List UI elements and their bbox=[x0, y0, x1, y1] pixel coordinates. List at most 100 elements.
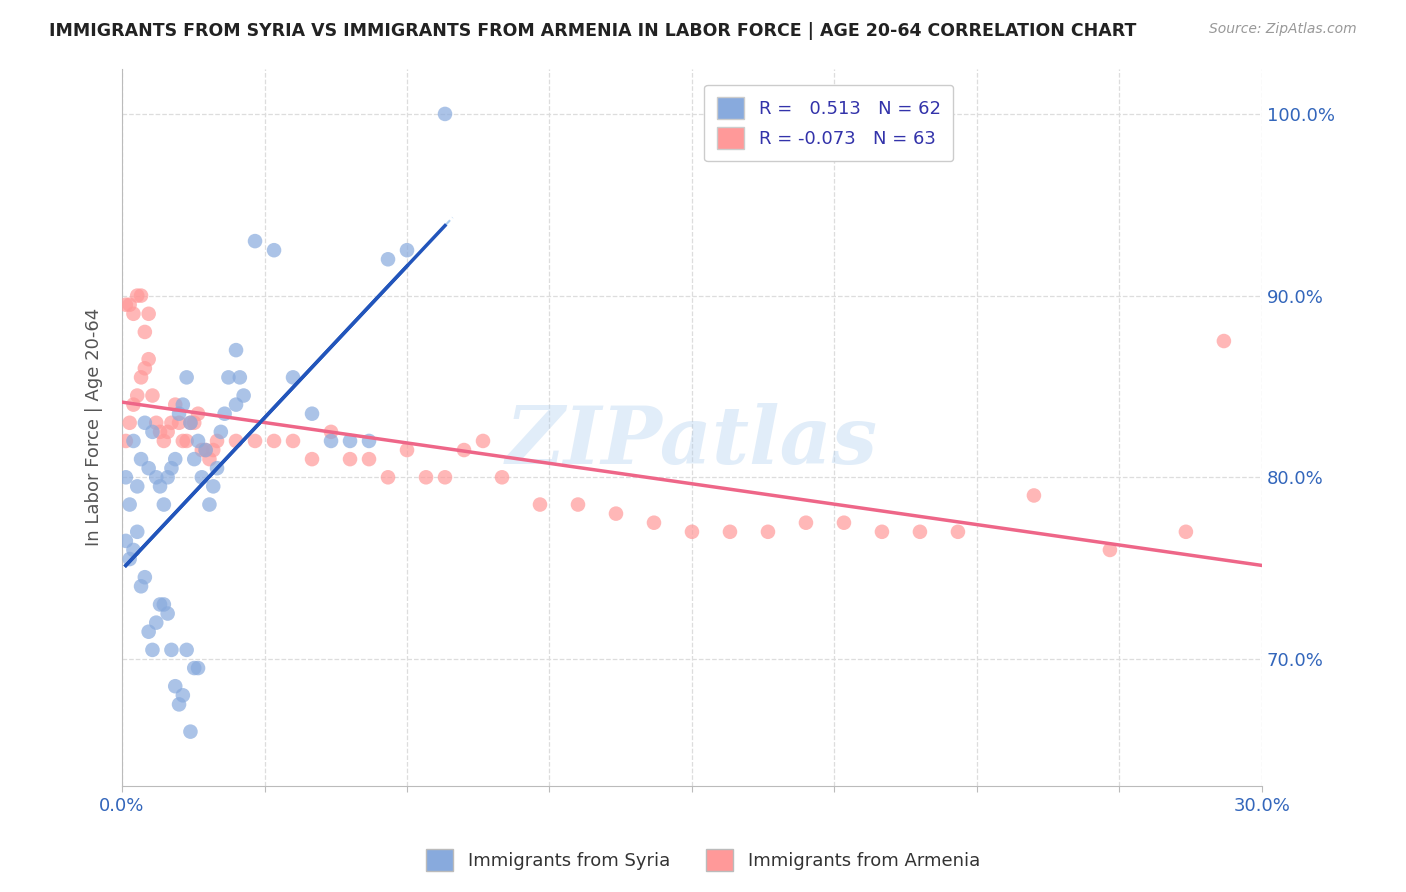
Point bbox=[243, 234, 266, 248]
Point bbox=[134, 325, 156, 339]
Point bbox=[263, 243, 285, 257]
Point bbox=[165, 452, 187, 467]
Point bbox=[319, 434, 342, 448]
Point bbox=[281, 434, 304, 448]
Point bbox=[127, 288, 149, 302]
Point bbox=[172, 688, 194, 702]
Point bbox=[156, 425, 179, 439]
Point bbox=[191, 443, 214, 458]
Point bbox=[183, 661, 205, 675]
Point bbox=[243, 434, 266, 448]
Point bbox=[415, 470, 437, 484]
Point bbox=[115, 533, 138, 548]
Point bbox=[301, 407, 323, 421]
Point bbox=[153, 598, 176, 612]
Point bbox=[194, 443, 217, 458]
Point bbox=[681, 524, 703, 539]
Point bbox=[129, 370, 152, 384]
Point bbox=[357, 452, 380, 467]
Point bbox=[122, 434, 145, 448]
Point bbox=[434, 470, 457, 484]
Point bbox=[149, 425, 172, 439]
Point bbox=[453, 443, 475, 458]
Point bbox=[134, 570, 156, 584]
Point bbox=[156, 607, 179, 621]
Point bbox=[176, 370, 198, 384]
Point bbox=[225, 434, 247, 448]
Point bbox=[202, 443, 225, 458]
Point bbox=[395, 243, 418, 257]
Point bbox=[145, 470, 167, 484]
Point bbox=[217, 370, 239, 384]
Point bbox=[908, 524, 931, 539]
Y-axis label: In Labor Force | Age 20-64: In Labor Force | Age 20-64 bbox=[86, 309, 103, 547]
Point bbox=[167, 407, 190, 421]
Point bbox=[263, 434, 285, 448]
Point bbox=[127, 524, 149, 539]
Point bbox=[129, 288, 152, 302]
Point bbox=[205, 434, 228, 448]
Point bbox=[118, 416, 141, 430]
Point bbox=[1022, 488, 1045, 502]
Point bbox=[1174, 524, 1197, 539]
Point bbox=[357, 434, 380, 448]
Point bbox=[115, 470, 138, 484]
Point bbox=[153, 498, 176, 512]
Point bbox=[643, 516, 665, 530]
Point bbox=[172, 434, 194, 448]
Point bbox=[339, 452, 361, 467]
Point bbox=[127, 388, 149, 402]
Point bbox=[794, 516, 817, 530]
Point bbox=[183, 416, 205, 430]
Point bbox=[118, 298, 141, 312]
Point bbox=[176, 643, 198, 657]
Point bbox=[167, 416, 190, 430]
Point bbox=[160, 461, 183, 475]
Point bbox=[491, 470, 513, 484]
Point bbox=[194, 443, 217, 458]
Point bbox=[145, 416, 167, 430]
Point bbox=[141, 425, 163, 439]
Point bbox=[115, 298, 138, 312]
Legend: Immigrants from Syria, Immigrants from Armenia: Immigrants from Syria, Immigrants from A… bbox=[419, 842, 987, 879]
Point bbox=[301, 452, 323, 467]
Point bbox=[1098, 543, 1121, 558]
Point bbox=[1212, 334, 1234, 348]
Point bbox=[115, 434, 138, 448]
Point bbox=[122, 398, 145, 412]
Point bbox=[141, 388, 163, 402]
Point bbox=[134, 416, 156, 430]
Point bbox=[395, 443, 418, 458]
Point bbox=[229, 370, 252, 384]
Point bbox=[149, 598, 172, 612]
Legend: R =   0.513   N = 62, R = -0.073   N = 63: R = 0.513 N = 62, R = -0.073 N = 63 bbox=[704, 85, 953, 161]
Point bbox=[118, 498, 141, 512]
Point bbox=[118, 552, 141, 566]
Point bbox=[205, 461, 228, 475]
Point bbox=[160, 643, 183, 657]
Point bbox=[718, 524, 741, 539]
Point bbox=[149, 479, 172, 493]
Point bbox=[225, 343, 247, 358]
Point bbox=[529, 498, 551, 512]
Point bbox=[319, 425, 342, 439]
Point bbox=[187, 434, 209, 448]
Point bbox=[202, 479, 225, 493]
Point bbox=[153, 434, 176, 448]
Point bbox=[198, 498, 221, 512]
Point bbox=[472, 434, 495, 448]
Point bbox=[214, 407, 236, 421]
Point bbox=[832, 516, 855, 530]
Point bbox=[434, 107, 457, 121]
Point bbox=[156, 470, 179, 484]
Point bbox=[377, 252, 399, 267]
Point bbox=[145, 615, 167, 630]
Point bbox=[122, 543, 145, 558]
Point bbox=[183, 452, 205, 467]
Point bbox=[756, 524, 779, 539]
Point bbox=[134, 361, 156, 376]
Point bbox=[187, 661, 209, 675]
Point bbox=[167, 698, 190, 712]
Point bbox=[129, 452, 152, 467]
Point bbox=[122, 307, 145, 321]
